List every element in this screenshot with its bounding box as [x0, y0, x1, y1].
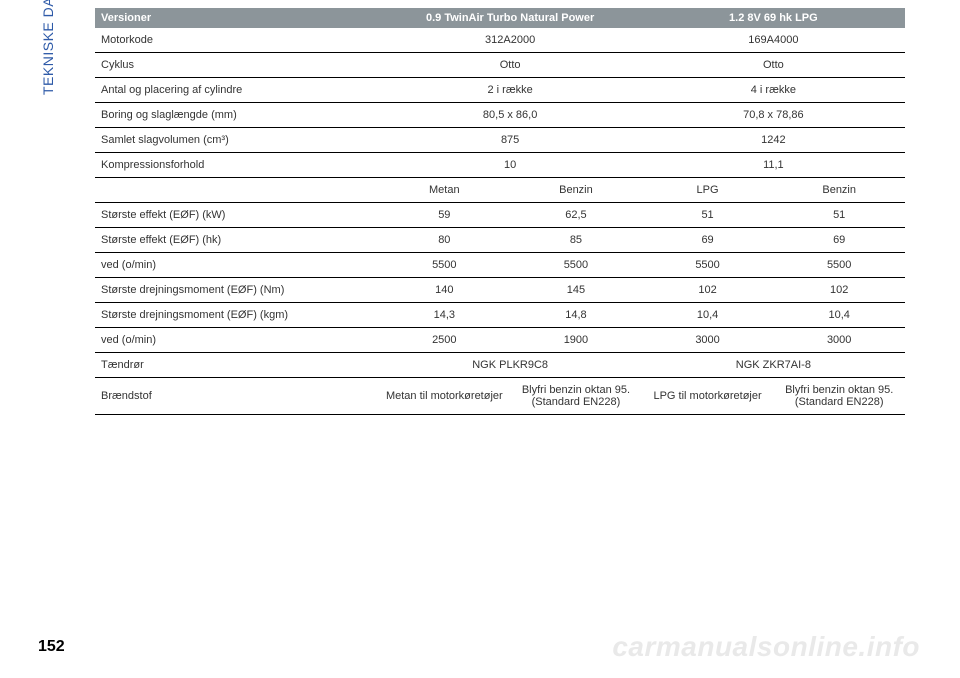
cell: Blyfri benzin oktan 95. (Standard EN228): [773, 378, 905, 415]
cell: Blyfri benzin oktan 95. (Standard EN228): [510, 378, 642, 415]
cell: 80,5 x 86,0: [379, 103, 642, 128]
cell: 51: [642, 203, 774, 228]
cell: 5500: [642, 253, 774, 278]
row-label: ved (o/min): [95, 253, 379, 278]
cell: 312A2000: [379, 28, 642, 53]
cell: 102: [773, 278, 905, 303]
header-col-b: 1.2 8V 69 hk LPG: [642, 8, 905, 28]
cell: 145: [510, 278, 642, 303]
row-label: Største effekt (EØF) (kW): [95, 203, 379, 228]
table-row: ved (o/min) 2500 1900 3000 3000: [95, 328, 905, 353]
cell: 10,4: [773, 303, 905, 328]
table-row: Antal og placering af cylindre 2 i række…: [95, 78, 905, 103]
row-label: Antal og placering af cylindre: [95, 78, 379, 103]
cell: 2 i række: [379, 78, 642, 103]
table-row: Største drejningsmoment (EØF) (kgm) 14,3…: [95, 303, 905, 328]
subhead-cell: Metan: [379, 178, 511, 203]
row-label: Største effekt (EØF) (hk): [95, 228, 379, 253]
cell: 5500: [510, 253, 642, 278]
cell: 1242: [642, 128, 905, 153]
row-label: ved (o/min): [95, 328, 379, 353]
cell: 14,8: [510, 303, 642, 328]
table-row: Tændrør NGK PLKR9C8 NGK ZKR7AI-8: [95, 353, 905, 378]
cell: 62,5: [510, 203, 642, 228]
table-row: Samlet slagvolumen (cm³) 875 1242: [95, 128, 905, 153]
subhead-cell: Benzin: [773, 178, 905, 203]
cell: 11,1: [642, 153, 905, 178]
spec-table-container: Versioner 0.9 TwinAir Turbo Natural Powe…: [95, 8, 905, 415]
empty-cell: [95, 178, 379, 203]
cell: 5500: [379, 253, 511, 278]
row-label: Tændrør: [95, 353, 379, 378]
row-label: Boring og slaglængde (mm): [95, 103, 379, 128]
cell: 5500: [773, 253, 905, 278]
cell: 10,4: [642, 303, 774, 328]
cell: 2500: [379, 328, 511, 353]
cell: 169A4000: [642, 28, 905, 53]
spec-table: Versioner 0.9 TwinAir Turbo Natural Powe…: [95, 8, 905, 415]
header-col-a: 0.9 TwinAir Turbo Natural Power: [379, 8, 642, 28]
table-row: Største effekt (EØF) (kW) 59 62,5 51 51: [95, 203, 905, 228]
cell: 3000: [642, 328, 774, 353]
row-label: Samlet slagvolumen (cm³): [95, 128, 379, 153]
cell: 69: [773, 228, 905, 253]
row-label: Brændstof: [95, 378, 379, 415]
cell: 14,3: [379, 303, 511, 328]
cell: 70,8 x 78,86: [642, 103, 905, 128]
cell: LPG til motorkøretøjer: [642, 378, 774, 415]
table-row: Boring og slaglængde (mm) 80,5 x 86,0 70…: [95, 103, 905, 128]
subhead-cell: LPG: [642, 178, 774, 203]
row-label: Motorkode: [95, 28, 379, 53]
page-number: 152: [38, 638, 65, 656]
cell: 80: [379, 228, 511, 253]
cell: 1900: [510, 328, 642, 353]
cell: 102: [642, 278, 774, 303]
cell: Metan til motorkøretøjer: [379, 378, 511, 415]
cell: Otto: [379, 53, 642, 78]
watermark: carmanualsonline.info: [612, 631, 920, 663]
table-row: Kompressionsforhold 10 11,1: [95, 153, 905, 178]
cell: 3000: [773, 328, 905, 353]
table-row: Brændstof Metan til motorkøretøjer Blyfr…: [95, 378, 905, 415]
cell: NGK ZKR7AI-8: [642, 353, 905, 378]
header-versions: Versioner: [95, 8, 379, 28]
table-row: Motorkode 312A2000 169A4000: [95, 28, 905, 53]
table-header-row: Versioner 0.9 TwinAir Turbo Natural Powe…: [95, 8, 905, 28]
row-label: Største drejningsmoment (EØF) (kgm): [95, 303, 379, 328]
subhead-cell: Benzin: [510, 178, 642, 203]
table-row: Største effekt (EØF) (hk) 80 85 69 69: [95, 228, 905, 253]
cell: 140: [379, 278, 511, 303]
cell: 10: [379, 153, 642, 178]
cell: 51: [773, 203, 905, 228]
cell: 69: [642, 228, 774, 253]
cell: Otto: [642, 53, 905, 78]
table-row: Største drejningsmoment (EØF) (Nm) 140 1…: [95, 278, 905, 303]
row-label: Cyklus: [95, 53, 379, 78]
cell: 875: [379, 128, 642, 153]
cell: 85: [510, 228, 642, 253]
table-row: Cyklus Otto Otto: [95, 53, 905, 78]
cell: 4 i række: [642, 78, 905, 103]
table-row: ved (o/min) 5500 5500 5500 5500: [95, 253, 905, 278]
cell: NGK PLKR9C8: [379, 353, 642, 378]
section-label: TEKNISKE DATA: [40, 0, 56, 95]
row-label: Største drejningsmoment (EØF) (Nm): [95, 278, 379, 303]
cell: 59: [379, 203, 511, 228]
table-subheader-row: Metan Benzin LPG Benzin: [95, 178, 905, 203]
row-label: Kompressionsforhold: [95, 153, 379, 178]
